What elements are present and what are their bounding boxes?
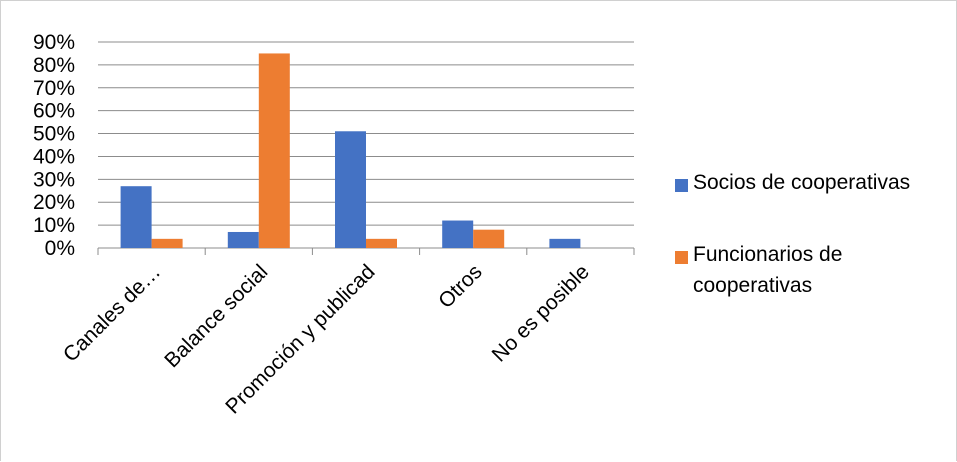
bar-series-2: [151, 238, 183, 248]
y-tick-label: 50%: [33, 123, 75, 146]
bar-series-1: [120, 186, 152, 248]
bar-series-2: [473, 229, 505, 248]
y-tick-label: 80%: [33, 54, 75, 77]
legend-label-series-2: Funcionarios de cooperativas: [693, 243, 843, 297]
bar-series-2: [258, 53, 290, 248]
bar-series-1: [335, 131, 366, 248]
bar-series-1: [227, 231, 259, 248]
y-tick-label: 60%: [33, 100, 75, 123]
legend-swatch-series-1: [675, 179, 688, 192]
x-tick-label: Otros: [434, 260, 487, 313]
legend-label-series-1: Socios de cooperativas: [693, 171, 911, 194]
legend-item-series-2: Funcionarios de cooperativas: [675, 243, 945, 301]
y-tick-label: 90%: [33, 31, 75, 54]
x-tick-label: Canales de…: [59, 260, 165, 366]
x-tick-label: No es posible: [488, 260, 594, 366]
y-tick-label: 30%: [33, 168, 75, 191]
y-tick-label: 70%: [33, 77, 75, 100]
bar-series-1: [549, 238, 581, 248]
bar-series-1: [442, 220, 474, 248]
legend-swatch-series-2: [675, 251, 688, 264]
y-tick-label: 20%: [33, 191, 75, 214]
x-tick-label: Balance social: [160, 260, 272, 372]
y-tick-label: 0%: [45, 237, 75, 260]
bar-series-2: [366, 238, 397, 248]
legend: Socios de cooperativas Funcionarios de c…: [675, 171, 945, 348]
legend-item-series-1: Socios de cooperativas: [675, 171, 945, 198]
y-tick-label: 10%: [33, 214, 75, 237]
y-tick-label: 40%: [33, 145, 75, 168]
